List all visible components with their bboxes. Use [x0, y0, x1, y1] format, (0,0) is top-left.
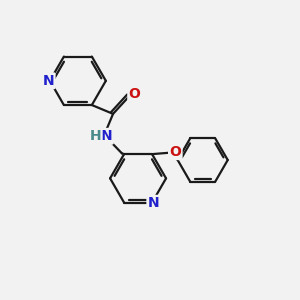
Text: N: N — [148, 196, 159, 210]
Text: N: N — [43, 74, 54, 88]
Text: O: O — [169, 145, 181, 159]
Text: O: O — [129, 87, 140, 101]
Text: N: N — [101, 129, 112, 143]
Text: H: H — [90, 129, 101, 143]
